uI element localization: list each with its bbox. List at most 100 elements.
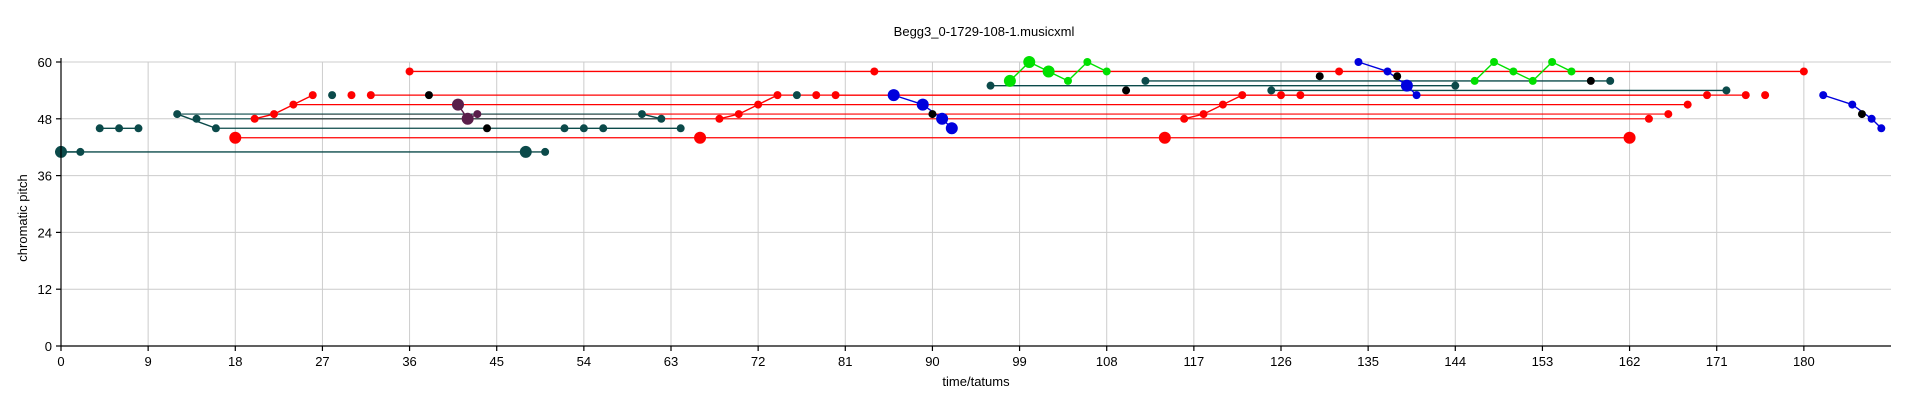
- note-link-line: [1532, 61, 1553, 82]
- note-point: [1606, 76, 1615, 85]
- note-point: [250, 114, 259, 123]
- note-point: [1003, 74, 1016, 87]
- x-tick-label: 36: [402, 354, 416, 369]
- note-point: [308, 91, 317, 100]
- x-axis-title: time/tatums: [942, 374, 1010, 389]
- note-point: [1158, 131, 1171, 144]
- note-point: [1267, 86, 1276, 95]
- note-point: [95, 124, 104, 133]
- chart-title: Begg3_0-1729-108-1.musicxml: [894, 24, 1075, 39]
- note-point: [519, 145, 532, 158]
- y-tick-label: 48: [38, 112, 52, 127]
- y-axis-title: chromatic pitch: [15, 174, 30, 261]
- x-tick-label: 108: [1096, 354, 1118, 369]
- note-point: [812, 91, 821, 100]
- x-tick-label: 72: [751, 354, 765, 369]
- note-point: [424, 91, 433, 100]
- note-point: [1644, 114, 1653, 123]
- note-point: [773, 91, 782, 100]
- note-point: [1451, 81, 1460, 90]
- note-point: [1023, 56, 1036, 68]
- x-tick-label: 180: [1793, 354, 1815, 369]
- note-point: [676, 124, 685, 133]
- note-point: [1586, 76, 1595, 85]
- note-point: [1315, 72, 1324, 81]
- note-point: [1848, 100, 1857, 109]
- axes: 0 9 18 27 36 45 54 63 72 81 90 99 108 117 126 135 144 153…: [38, 55, 1891, 369]
- note-point: [1509, 67, 1518, 76]
- note-point: [1238, 91, 1247, 100]
- note-point: [1400, 79, 1413, 92]
- note-point: [1412, 91, 1421, 100]
- x-tick-label: 45: [489, 354, 503, 369]
- note-point: [1623, 131, 1636, 144]
- note-point: [1819, 91, 1828, 100]
- note-point: [270, 110, 279, 119]
- note-point: [461, 112, 474, 125]
- note-point: [986, 81, 995, 90]
- note-point: [1335, 67, 1344, 76]
- note-point: [1354, 58, 1363, 66]
- note-point: [1180, 114, 1189, 123]
- note-point: [451, 98, 464, 111]
- note-point: [366, 91, 375, 100]
- x-tick-label: 117: [1183, 354, 1204, 369]
- note-point: [229, 131, 242, 144]
- note-point: [211, 124, 220, 133]
- y-tick-label: 12: [38, 282, 52, 297]
- y-tick-label: 36: [38, 169, 52, 184]
- x-tick-label: 144: [1444, 354, 1466, 369]
- note-point: [541, 147, 550, 156]
- note-point: [945, 122, 958, 135]
- note-point: [831, 91, 840, 100]
- note-point: [694, 131, 707, 144]
- note-point: [715, 114, 724, 123]
- note-point: [599, 124, 608, 133]
- note-point: [1383, 67, 1392, 76]
- x-tick-label: 54: [577, 354, 591, 369]
- note-point: [637, 110, 646, 119]
- note-point: [1857, 110, 1866, 119]
- note-point: [473, 110, 482, 119]
- note-point: [1141, 76, 1150, 85]
- note-point: [560, 124, 569, 133]
- note-point: [76, 147, 85, 156]
- note-point: [1683, 100, 1692, 109]
- y-tick-label: 24: [38, 225, 52, 240]
- note-point: [1470, 76, 1479, 85]
- note-point: [1083, 58, 1092, 66]
- note-point: [936, 112, 949, 125]
- x-tick-label: 9: [145, 354, 152, 369]
- note-point: [1277, 91, 1285, 100]
- x-tick-label: 63: [664, 354, 678, 369]
- x-tick-label: 18: [228, 354, 242, 369]
- note-point: [1393, 72, 1402, 81]
- note-point: [1567, 67, 1576, 76]
- note-point: [1722, 86, 1731, 95]
- note-point: [134, 124, 143, 133]
- note-point: [792, 91, 801, 100]
- x-tick-label: 135: [1357, 354, 1379, 369]
- note-point: [734, 110, 743, 119]
- note-point: [928, 110, 937, 119]
- note-point: [1296, 91, 1305, 100]
- x-tick-label: 171: [1706, 354, 1728, 369]
- note-point: [1703, 91, 1712, 100]
- note-link-line: [1358, 61, 1388, 73]
- note-point: [1122, 86, 1131, 95]
- note-point: [1063, 76, 1072, 85]
- note-point: [887, 89, 900, 102]
- note-point: [1799, 67, 1808, 76]
- x-tick-label: 27: [315, 354, 329, 369]
- note-point: [916, 98, 929, 111]
- y-tick-label: 0: [45, 339, 52, 354]
- x-tick-label: 99: [1012, 354, 1026, 369]
- note-point: [1218, 100, 1227, 109]
- x-tick-label: 81: [838, 354, 852, 369]
- note-point: [347, 91, 356, 100]
- series-points: [55, 56, 1886, 158]
- note-point: [192, 114, 201, 123]
- note-point: [579, 124, 588, 133]
- note-point: [483, 124, 492, 133]
